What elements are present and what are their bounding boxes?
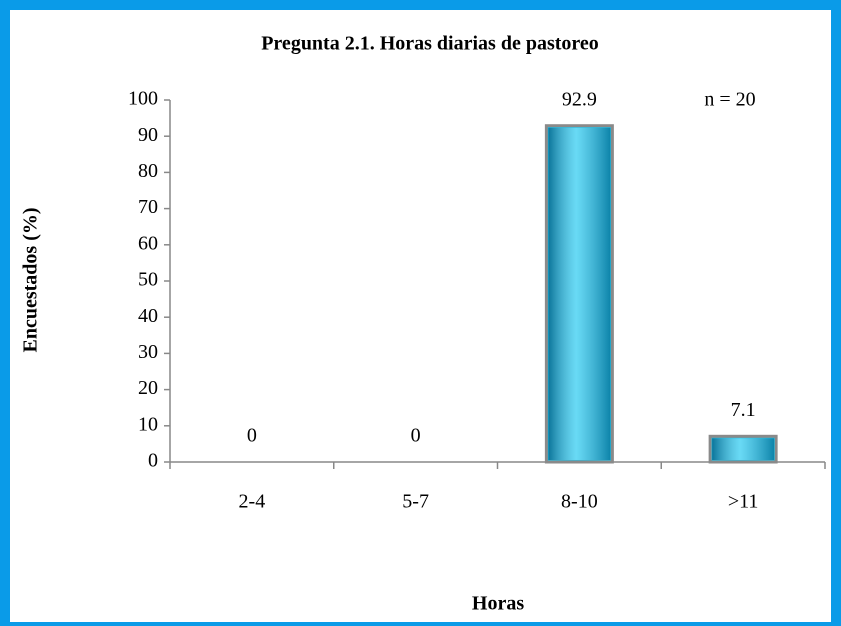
y-tick-label: 80 [138,160,158,182]
y-tick-label: 30 [138,341,158,363]
y-tick-label: 60 [138,232,158,254]
x-tick-label: 8-10 [561,491,598,513]
y-tick-label: 100 [128,88,158,110]
x-tick-label: 5-7 [402,491,429,513]
data-label: 7.1 [731,399,756,421]
chart-title: Pregunta 2.1. Horas diarias de pastoreo [261,33,599,55]
y-tick-label: 0 [148,450,158,472]
data-label: 0 [247,425,257,447]
y-tick-label: 10 [138,413,158,435]
x-axis-title: Horas [472,593,524,615]
annotation: n = 20 [704,89,755,111]
y-axis-title: Encuestados (%) [20,207,42,352]
y-tick-label: 70 [138,196,158,218]
bar-shade [712,438,775,460]
data-label: 0 [411,425,421,447]
x-tick-label: >11 [728,491,759,513]
chart: Pregunta 2.1. Horas diarias de pastoreo … [20,33,826,615]
y-tick-label: 20 [138,377,158,399]
data-label: 92.9 [562,88,597,110]
y-tick-label: 90 [138,124,158,146]
y-tick-label: 40 [138,305,158,327]
bar-shade [548,127,611,461]
x-tick-label: 2-4 [239,491,266,513]
y-tick-label: 50 [138,269,158,291]
